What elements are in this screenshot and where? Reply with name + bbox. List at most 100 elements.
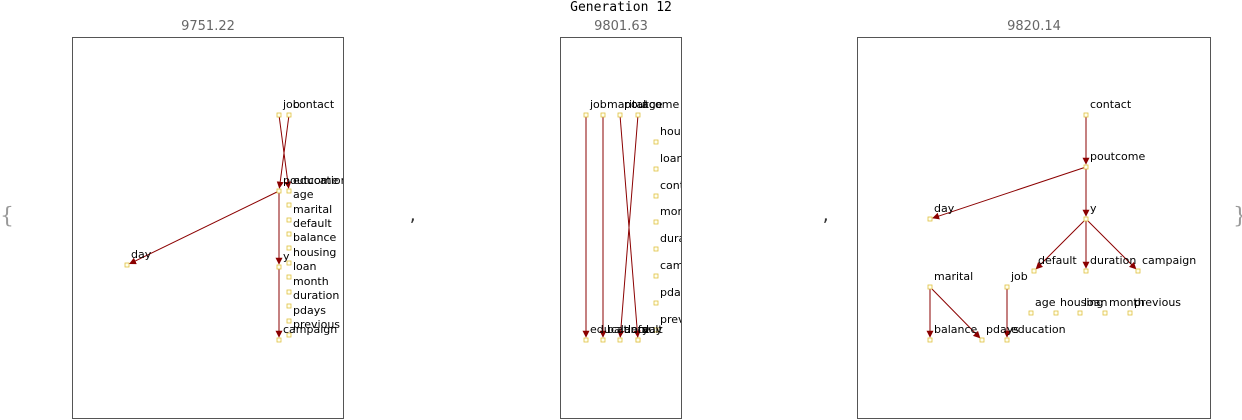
node-label-campaign: campaign xyxy=(283,323,337,336)
node-label-day: day xyxy=(642,323,663,336)
node-balance xyxy=(286,245,292,251)
node-default xyxy=(1031,268,1037,274)
list-open-brace: { xyxy=(0,204,14,229)
node-label-education: education xyxy=(293,174,344,187)
node-poutcome xyxy=(617,112,623,118)
node-label-duration: duration xyxy=(660,232,682,245)
node-y xyxy=(276,264,282,270)
list-separator-1: , xyxy=(408,206,418,225)
graph-2-score: 9801.63 xyxy=(594,19,648,34)
node-marital xyxy=(927,284,933,290)
node-label-previous: previous xyxy=(660,313,682,326)
node-label-y: y xyxy=(283,250,290,263)
node-label-previous: previous xyxy=(293,318,340,331)
node-education xyxy=(286,188,292,194)
node-day xyxy=(927,216,933,222)
graph-panel-3: contact poutcome day y default duration campai… xyxy=(857,37,1211,419)
node-previous xyxy=(286,332,292,338)
node-label-poutcome: poutcome xyxy=(1090,150,1145,163)
node-label-pdays: pdays xyxy=(986,323,1019,336)
graph-panel-2: job marital poutcome age housing loan contact m… xyxy=(560,37,682,419)
node-balance xyxy=(600,337,606,343)
node-label-y: y xyxy=(1090,202,1097,215)
node-poutcome xyxy=(1083,164,1089,170)
graph-3-score: 9820.14 xyxy=(1007,19,1061,34)
edge-job-to-education xyxy=(278,114,292,189)
node-label-month: month xyxy=(293,275,329,288)
node-label-marital: marital xyxy=(934,270,973,283)
node-poutcome xyxy=(276,188,282,194)
node-pdays xyxy=(286,318,292,324)
generation-title: Generation 12 xyxy=(570,0,672,15)
node-label-balance: balance xyxy=(934,323,978,336)
node-contact xyxy=(286,112,292,118)
node-campaign xyxy=(276,337,282,343)
node-housing xyxy=(653,139,659,145)
node-age xyxy=(1028,310,1034,316)
node-label-housing: housing xyxy=(293,246,336,259)
node-label-education: education xyxy=(590,323,645,336)
node-label-poutcome: poutcome xyxy=(624,98,679,111)
node-loan xyxy=(653,166,659,172)
node-label-poutcome: poutcome xyxy=(283,174,338,187)
node-loan xyxy=(286,274,292,280)
node-age xyxy=(635,112,641,118)
node-label-contact: contact xyxy=(293,98,335,111)
edge-poutcome-to-day xyxy=(932,166,1087,220)
node-pdays xyxy=(979,337,985,343)
edge-marital-to-pdays xyxy=(929,286,981,339)
edge-poutcome-to-y xyxy=(619,114,641,338)
node-default xyxy=(286,231,292,237)
node-month xyxy=(1102,310,1108,316)
node-label-y: y xyxy=(642,323,649,336)
node-label-pdays: pdays xyxy=(293,304,326,317)
node-label-marital: marital xyxy=(293,203,332,216)
node-label-loan: loan xyxy=(1084,296,1108,309)
node-label-balance: balance xyxy=(607,323,651,336)
node-balance xyxy=(927,337,933,343)
node-label-contact: contact xyxy=(660,179,682,192)
node-marital xyxy=(600,112,606,118)
node-day xyxy=(635,337,641,343)
node-day xyxy=(124,262,130,268)
node-duration xyxy=(653,246,659,252)
node-job xyxy=(1004,284,1010,290)
node-label-default: default xyxy=(293,217,332,230)
node-previous xyxy=(1127,310,1133,316)
node-pdays xyxy=(653,300,659,306)
node-label-job: job xyxy=(282,98,300,111)
list-separator-2: , xyxy=(821,206,831,225)
node-label-contact: contact xyxy=(1090,98,1132,111)
graph-panel-1: contact job poutcome education age marital def… xyxy=(72,37,344,419)
node-education xyxy=(1004,337,1010,343)
node-label-marital: marital xyxy=(607,98,646,111)
node-housing xyxy=(1053,310,1059,316)
node-default xyxy=(617,337,623,343)
node-education xyxy=(583,337,589,343)
node-job xyxy=(276,112,282,118)
node-age xyxy=(286,202,292,208)
node-y xyxy=(1083,216,1089,222)
node-duration xyxy=(286,303,292,309)
node-label-day: day xyxy=(934,202,955,215)
node-job xyxy=(583,112,589,118)
node-label-day: day xyxy=(131,248,152,261)
node-label-month: month xyxy=(1109,296,1145,309)
node-housing xyxy=(286,260,292,266)
node-label-education: education xyxy=(1011,323,1066,336)
node-label-default: default xyxy=(1038,254,1077,267)
node-label-housing: housing xyxy=(1060,296,1103,309)
edge-y-to-campaign xyxy=(1085,218,1137,270)
node-label-duration: duration xyxy=(1090,254,1136,267)
node-campaign xyxy=(1135,268,1141,274)
node-loan xyxy=(1077,310,1083,316)
node-label-housing: housing xyxy=(660,125,682,138)
node-contact xyxy=(653,193,659,199)
node-label-pdays: pdays xyxy=(660,286,682,299)
node-label-campaign: campaign xyxy=(1142,254,1196,267)
node-campaign xyxy=(653,273,659,279)
node-label-balance: balance xyxy=(293,231,337,244)
node-label-duration: duration xyxy=(293,289,339,302)
